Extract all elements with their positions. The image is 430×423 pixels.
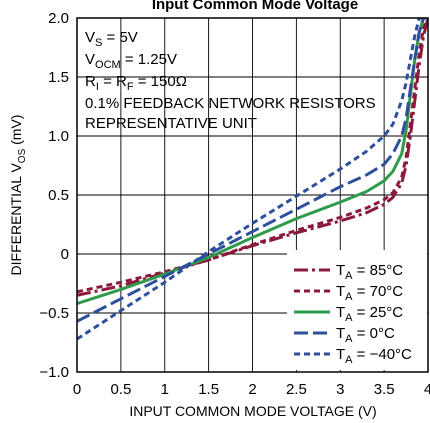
x-axis-ticks: 0 0.5 1 1.5 2 2.5 3 3.5 4 bbox=[73, 381, 430, 398]
chart-title: Input Common Mode Voltage bbox=[152, 0, 358, 13]
y-tick-label: −1.0 bbox=[39, 364, 69, 381]
legend-label: TA = 25°C bbox=[336, 304, 403, 324]
annotation-ri-sub: I bbox=[96, 81, 99, 93]
y-tick-label: −0.5 bbox=[39, 305, 69, 322]
annotation-rf-main: = R bbox=[99, 73, 127, 90]
series-layer bbox=[77, 18, 428, 341]
y-tick-label: 0 bbox=[61, 246, 69, 263]
x-axis-label: INPUT COMMON MODE VOLTAGE (V) bbox=[129, 403, 376, 419]
y-axis-label-sub: OS bbox=[17, 148, 28, 163]
y-axis-label-main: DIFFERENTIAL V bbox=[8, 163, 24, 276]
legend-label: TA = 0°C bbox=[336, 325, 395, 345]
x-tick-label: 2.5 bbox=[286, 381, 307, 398]
annotation-vs: VS = 5V bbox=[85, 29, 138, 49]
legend-label: TA = 85°C bbox=[336, 262, 403, 282]
annotation-rf-sub: F bbox=[127, 81, 134, 93]
annotation-feedback: 0.1% FEEDBACK NETWORK RESISTORS bbox=[85, 95, 376, 112]
annotation-vocm: VOCM = 1.25V bbox=[85, 51, 177, 71]
x-tick-label: 4 bbox=[424, 381, 430, 398]
annotation-vs-sub: S bbox=[95, 37, 102, 49]
y-axis-label-unit: (mV) bbox=[8, 115, 24, 149]
annotation-representative: REPRESENTATIVE UNIT bbox=[85, 115, 257, 132]
legend: TA = 85°CTA = 70°CTA = 25°CTA = 0°CTA = … bbox=[287, 250, 427, 370]
legend-label: TA = 70°C bbox=[336, 283, 403, 303]
x-tick-label: 1.5 bbox=[198, 381, 219, 398]
y-tick-label: 2.0 bbox=[48, 10, 69, 27]
annotation-vocm-main: V bbox=[85, 51, 95, 68]
plot-frame bbox=[76, 17, 429, 373]
annotation-vocm-value: = 1.25V bbox=[121, 51, 177, 68]
annotation-resistor-value: = 150Ω bbox=[134, 73, 187, 90]
series-line-3 bbox=[77, 18, 428, 323]
annotation-block: VS = 5V VOCM = 1.25V RI = RF = 150Ω 0.1%… bbox=[85, 29, 376, 132]
annotation-resistors: RI = RF = 150Ω bbox=[85, 73, 187, 93]
y-axis-label: DIFFERENTIAL VOS (mV) bbox=[8, 115, 28, 276]
annotation-vs-main: V bbox=[85, 29, 95, 46]
series-line-4 bbox=[77, 18, 428, 341]
y-tick-label: 1.0 bbox=[48, 128, 69, 145]
x-tick-label: 3.5 bbox=[374, 381, 395, 398]
y-axis-ticks: −1.0 −0.5 0 0.5 1.0 1.5 2.0 bbox=[39, 10, 69, 381]
annotation-vs-value: = 5V bbox=[102, 29, 137, 46]
annotation-vocm-sub: OCM bbox=[95, 59, 121, 71]
x-tick-label: 1 bbox=[161, 381, 169, 398]
series-line-0 bbox=[77, 18, 428, 297]
annotation-ri-main: R bbox=[85, 73, 96, 90]
x-tick-label: 0 bbox=[73, 381, 81, 398]
x-tick-label: 2 bbox=[248, 381, 256, 398]
legend-background bbox=[287, 250, 427, 370]
grid bbox=[77, 18, 428, 372]
x-tick-label: 3 bbox=[336, 381, 344, 398]
y-tick-label: 1.5 bbox=[48, 69, 69, 86]
legend-label: TA = −40°C bbox=[336, 346, 412, 366]
x-tick-label: 0.5 bbox=[110, 381, 131, 398]
y-tick-label: 0.5 bbox=[48, 187, 69, 204]
